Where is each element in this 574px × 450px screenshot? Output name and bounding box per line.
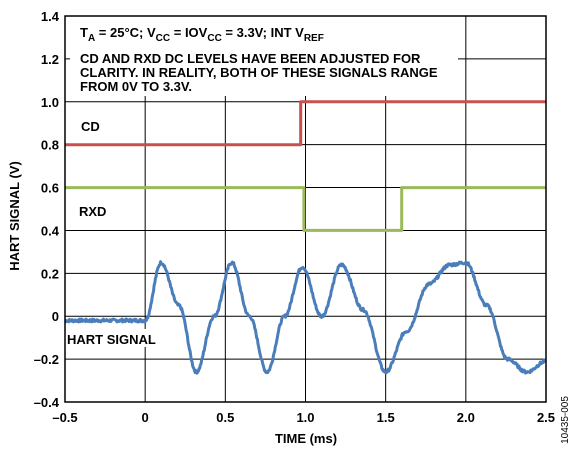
note-line-1: CD AND RXD DC LEVELS HAVE BEEN ADJUSTED … [80, 51, 421, 66]
y-tick-label: 1.0 [41, 95, 59, 110]
y-tick-label: 0.8 [41, 138, 59, 153]
series-label-rxd: RXD [79, 204, 106, 219]
series-line-rxd [65, 186, 546, 232]
figure-id: 10435-005 [560, 396, 571, 444]
y-tick-label: 1.2 [41, 52, 59, 67]
conditions-text: TA = 25°C; VCC = IOVCC = 3.3V; INT VREF [80, 25, 324, 44]
x-axis-label: TIME (ms) [275, 431, 337, 446]
y-tick-label: 0.6 [41, 181, 59, 196]
x-tick-label: 1.0 [296, 410, 314, 425]
series-line-hart-signal [64, 260, 547, 375]
x-tick-label: –0.5 [52, 410, 77, 425]
y-axis-label: HART SIGNAL (V) [7, 161, 22, 271]
note-line-3: FROM 0V TO 3.3V. [80, 79, 192, 94]
series-label-cd: CD [81, 119, 100, 134]
plot-frame-layer [64, 15, 547, 403]
x-tick-label: 2.0 [457, 410, 475, 425]
annotation-box [70, 16, 458, 96]
series-label-hart: HART SIGNAL [67, 332, 156, 347]
y-tick-labels: –0.4 –0.2 0 0.2 0.4 0.6 0.8 1.0 1.2 1.4 [34, 9, 60, 410]
x-tick-label: 0.5 [216, 410, 234, 425]
y-tick-label: –0.2 [34, 352, 59, 367]
y-tick-label: 0 [52, 309, 59, 324]
y-tick-label: 0.4 [41, 223, 60, 238]
x-tick-label: 2.5 [537, 410, 555, 425]
plot-frame [64, 15, 547, 403]
x-tick-labels: –0.5 0 0.5 1.0 1.5 2.0 2.5 [52, 410, 555, 425]
series-line-cd [65, 100, 546, 147]
hart-label-bg [64, 329, 182, 347]
y-tick-label: 0.2 [41, 266, 59, 281]
x-tick-label: 1.5 [377, 410, 395, 425]
x-tick-label: 0 [142, 410, 149, 425]
note-line-2: CLARITY. IN REALITY, BOTH OF THESE SIGNA… [80, 65, 438, 80]
y-tick-label: –0.4 [34, 395, 60, 410]
series-layer [64, 100, 547, 375]
y-tick-label: 1.4 [41, 9, 60, 24]
